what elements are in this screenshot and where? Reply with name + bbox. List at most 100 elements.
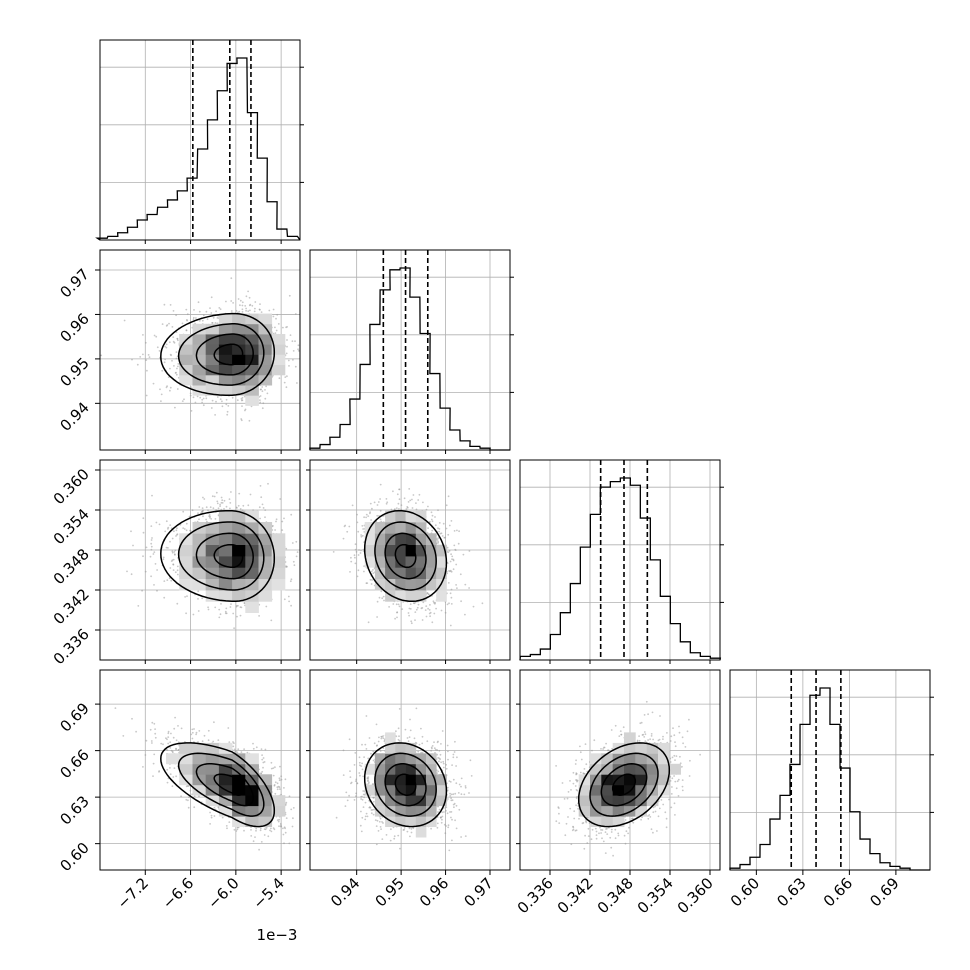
sample-point <box>249 493 252 496</box>
sample-point <box>294 365 297 368</box>
sample-point <box>246 751 249 754</box>
density-cell <box>258 784 273 796</box>
sample-point <box>164 345 167 348</box>
sample-point <box>160 400 162 402</box>
sample-point <box>432 600 435 603</box>
sample-point <box>243 395 246 398</box>
sample-point <box>259 388 262 391</box>
sample-point <box>377 740 380 743</box>
sample-point <box>453 544 456 547</box>
sample-point <box>169 767 171 769</box>
sample-point <box>176 573 179 576</box>
density-cell <box>232 334 246 345</box>
sample-point <box>172 558 175 561</box>
sample-point <box>361 743 363 746</box>
sample-point <box>167 736 170 738</box>
sample-point <box>201 740 204 743</box>
sample-point <box>175 314 178 317</box>
density-panel-4-1 <box>99 669 301 871</box>
sample-point <box>249 309 251 312</box>
sample-point <box>241 311 244 313</box>
sample-point <box>262 757 265 759</box>
sample-point <box>152 382 155 385</box>
sample-point <box>415 707 418 710</box>
sample-point <box>434 516 436 518</box>
sample-point <box>175 535 177 537</box>
sample-point <box>205 518 208 521</box>
sample-point <box>407 612 410 614</box>
sample-point <box>276 313 279 316</box>
sample-point <box>277 820 280 823</box>
sample-point <box>169 386 172 389</box>
sample-point <box>250 835 253 837</box>
sample-point <box>190 410 193 412</box>
density-cell <box>385 522 396 534</box>
sample-point <box>160 393 163 396</box>
sample-point <box>393 835 396 838</box>
contour-line <box>363 509 448 603</box>
sample-point <box>173 553 176 556</box>
sample-point <box>357 569 360 572</box>
sample-point <box>177 725 179 727</box>
sample-point <box>240 751 243 753</box>
sample-point <box>390 828 392 831</box>
sample-point <box>174 406 176 409</box>
sample-point <box>281 529 284 531</box>
sample-point <box>438 760 440 763</box>
sample-point <box>176 565 179 568</box>
sample-point <box>183 398 185 401</box>
density-cell <box>271 556 286 568</box>
sample-point <box>252 509 255 511</box>
sample-point <box>269 829 271 832</box>
sample-point <box>354 780 357 782</box>
sample-point <box>462 553 465 556</box>
sample-point <box>448 602 450 605</box>
sample-point <box>150 575 153 578</box>
sample-point <box>412 494 415 496</box>
sample-point <box>397 603 400 606</box>
sample-point <box>408 736 411 738</box>
sample-point <box>172 336 175 338</box>
sample-point <box>258 615 260 617</box>
sample-point <box>156 569 159 571</box>
sample-point <box>354 556 356 559</box>
density-cell <box>232 354 246 365</box>
sample-point <box>446 603 449 606</box>
sample-point <box>420 751 422 754</box>
sample-point <box>458 530 460 533</box>
sample-point <box>207 509 209 512</box>
sample-point <box>161 323 164 325</box>
sample-point <box>435 607 437 610</box>
sample-point <box>175 748 178 751</box>
sample-point <box>241 308 244 311</box>
sample-point <box>383 599 385 602</box>
sample-point <box>175 357 178 360</box>
density-cell <box>179 763 193 775</box>
sample-point <box>226 410 229 413</box>
sample-point <box>285 801 288 804</box>
sample-point <box>225 825 228 827</box>
sample-point <box>376 504 379 506</box>
density-cell <box>218 556 233 568</box>
sample-point <box>358 761 361 764</box>
sample-point <box>193 309 195 311</box>
sample-point <box>274 766 276 769</box>
sample-point <box>264 509 267 511</box>
sample-point <box>409 835 411 838</box>
sample-point <box>379 483 382 486</box>
density-cell <box>179 544 193 557</box>
density-cell <box>258 344 273 355</box>
sample-point <box>290 513 293 516</box>
contour-line <box>160 312 276 397</box>
sample-point <box>447 533 450 536</box>
sample-point <box>285 565 287 567</box>
sample-point <box>346 799 349 802</box>
sample-point <box>415 608 418 611</box>
sample-point <box>197 598 199 600</box>
sample-point <box>213 721 215 724</box>
sample-point <box>195 731 198 734</box>
histogram-background <box>520 460 720 660</box>
sample-point <box>167 547 169 549</box>
sample-point <box>213 815 216 817</box>
density-cell <box>364 556 376 568</box>
